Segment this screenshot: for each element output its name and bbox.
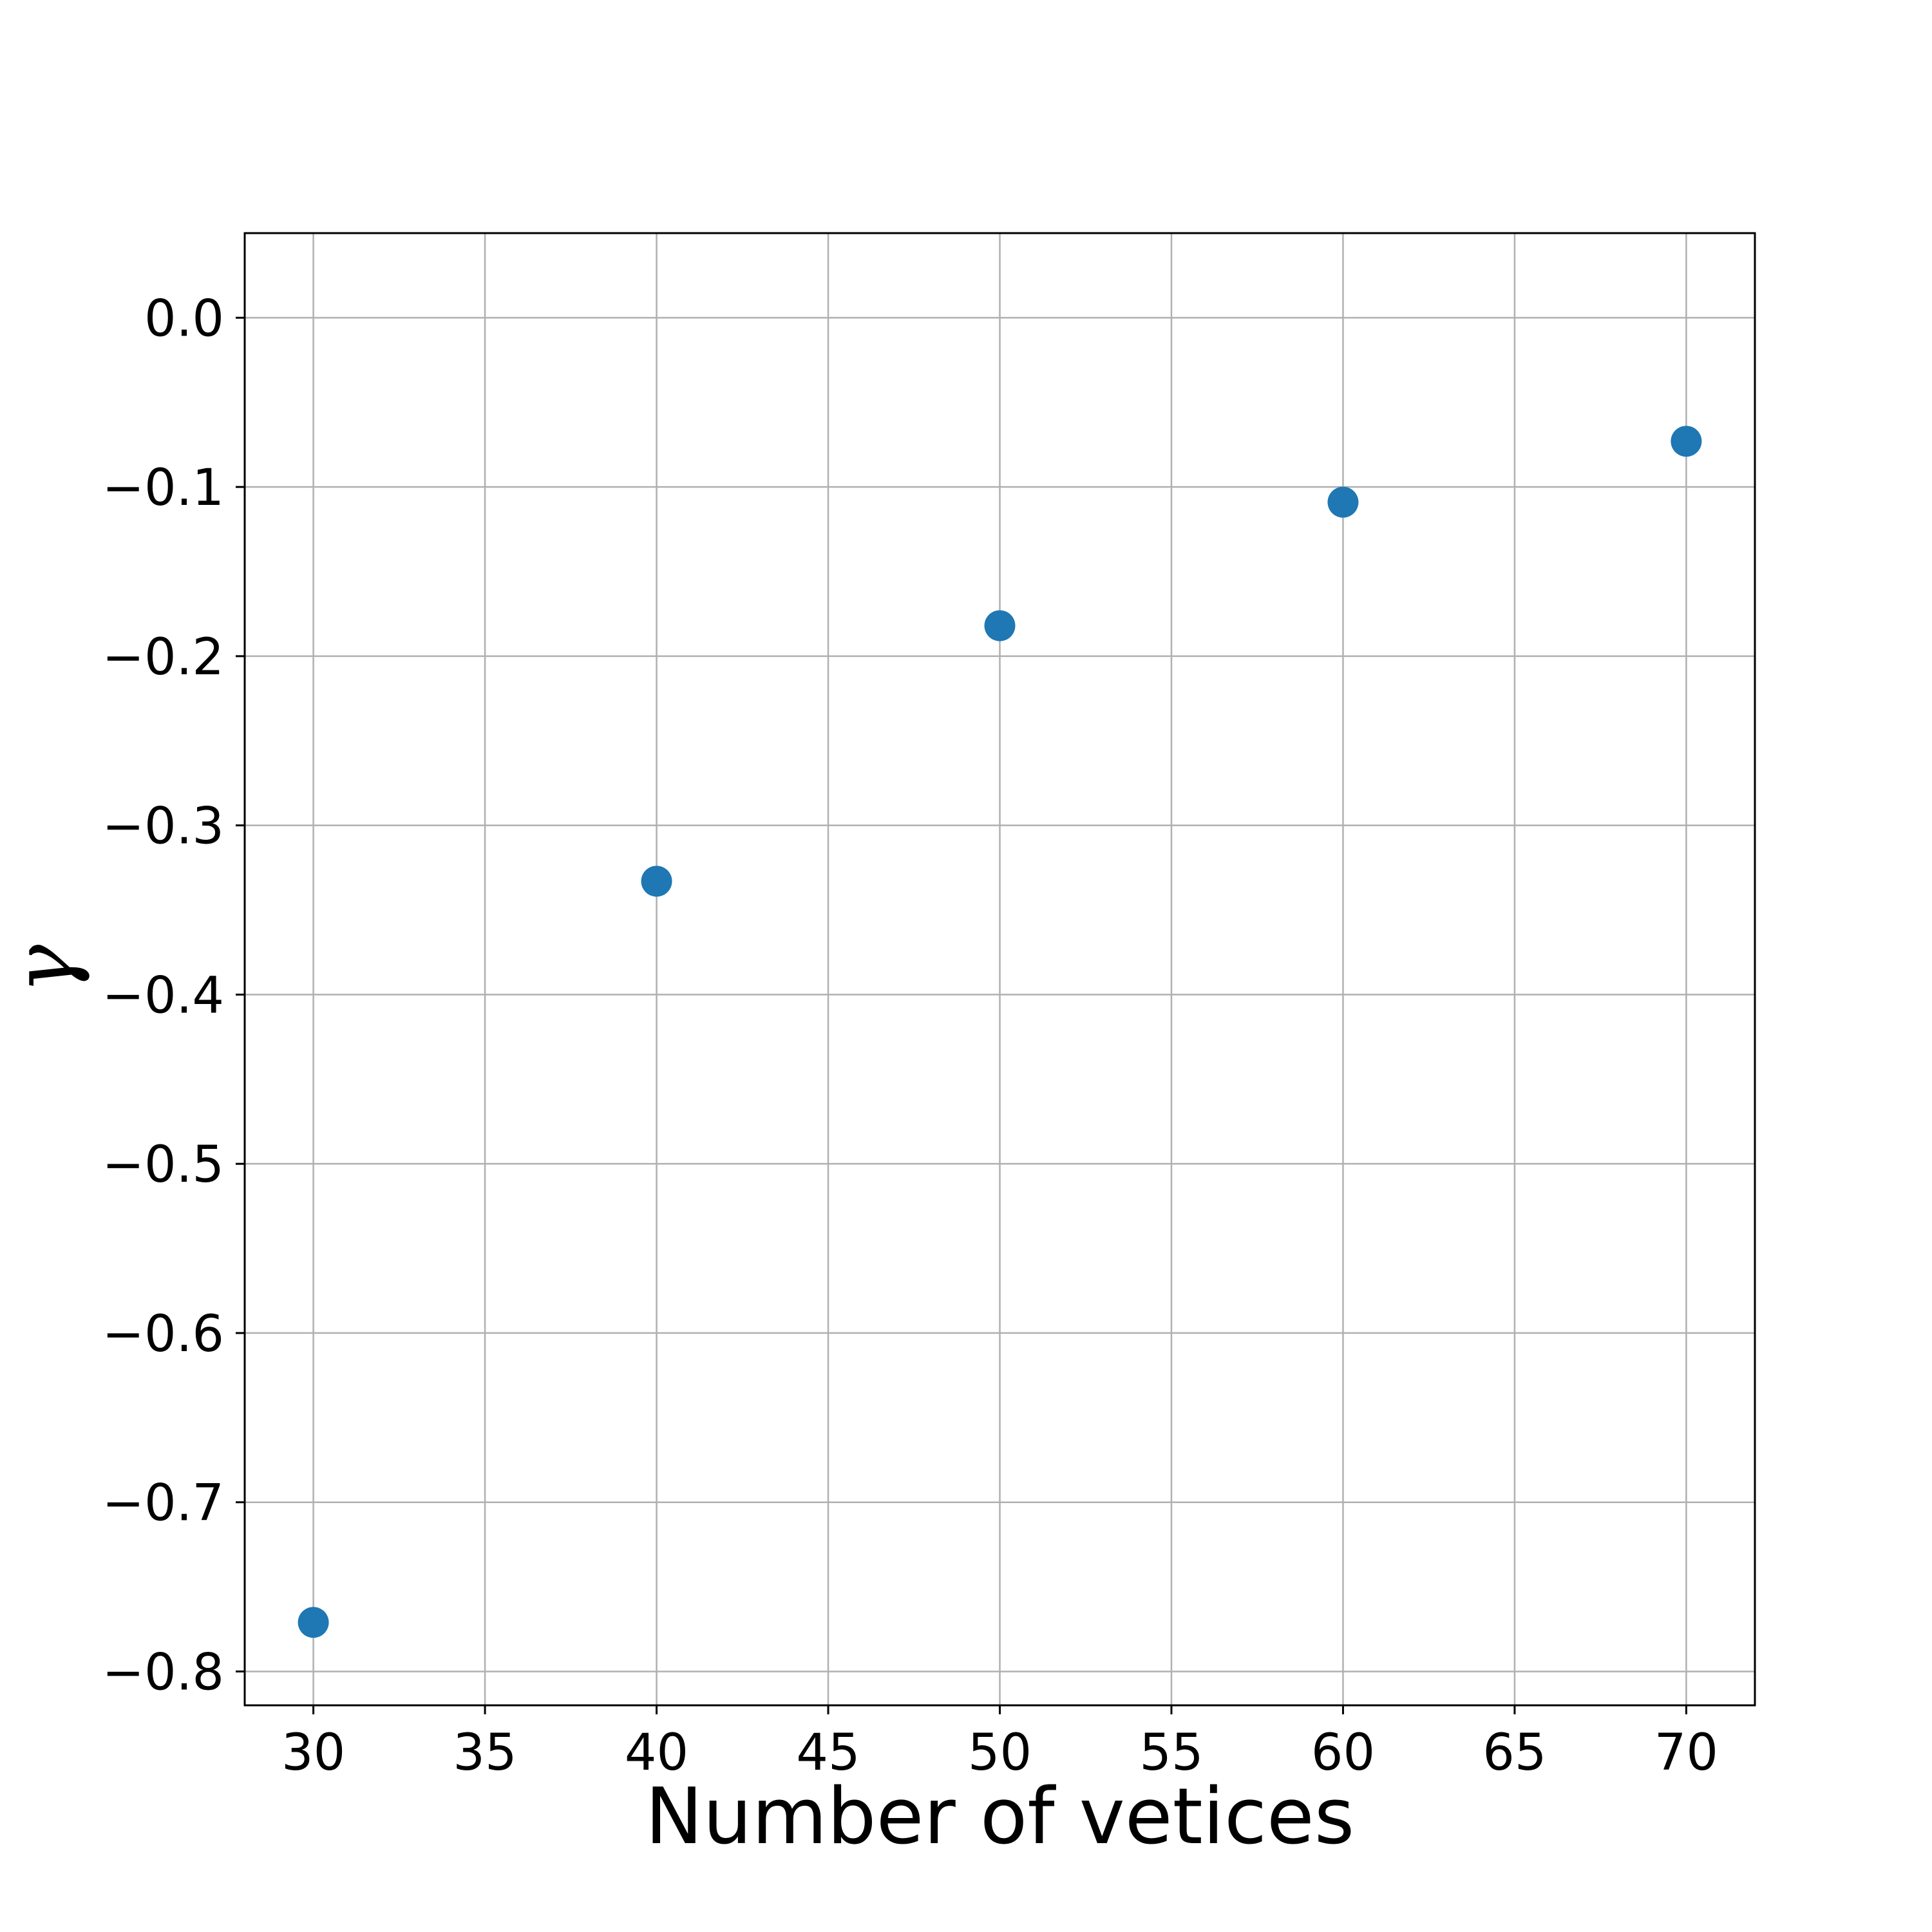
- x-tick-label: 45: [796, 1724, 860, 1782]
- y-tick-label: −0.7: [102, 1475, 224, 1533]
- y-axis-title: γ: [0, 944, 92, 994]
- scatter-point: [1671, 426, 1702, 457]
- x-tick-label: 30: [281, 1724, 345, 1782]
- y-axis-ticks: 0.0 −0.1 −0.2 −0.3 −0.4 −0.5 −0.6 −0.7 −0.8: [102, 290, 245, 1701]
- y-tick-label: −0.4: [102, 967, 224, 1025]
- y-tick-label: −0.6: [102, 1305, 224, 1363]
- x-axis-title: Number of vetices: [645, 1772, 1355, 1862]
- x-tick-label: 60: [1311, 1724, 1375, 1782]
- y-tick-label: −0.3: [102, 798, 224, 856]
- scatter-point: [1327, 486, 1359, 518]
- y-tick-label: −0.8: [102, 1643, 224, 1701]
- y-tick-label: −0.1: [102, 459, 224, 517]
- x-tick-label: 70: [1654, 1724, 1718, 1782]
- x-axis-ticks: 30 35 40 45 50 55 60 65 70: [281, 1705, 1718, 1782]
- x-tick-label: 65: [1482, 1724, 1546, 1782]
- x-tick-label: 55: [1139, 1724, 1203, 1782]
- y-tick-label: −0.2: [102, 629, 224, 687]
- x-tick-label: 50: [968, 1724, 1032, 1782]
- grid-lines: [245, 233, 1755, 1705]
- y-tick-label: 0.0: [144, 290, 224, 348]
- scatter-point: [641, 866, 672, 897]
- data-points: [298, 426, 1702, 1638]
- plot-frame: [243, 232, 1756, 1707]
- x-tick-label: 35: [453, 1724, 516, 1782]
- x-tick-label: 40: [625, 1724, 688, 1782]
- scatter-point: [984, 610, 1016, 641]
- scatter-point: [298, 1607, 329, 1638]
- y-tick-label: −0.5: [102, 1136, 224, 1194]
